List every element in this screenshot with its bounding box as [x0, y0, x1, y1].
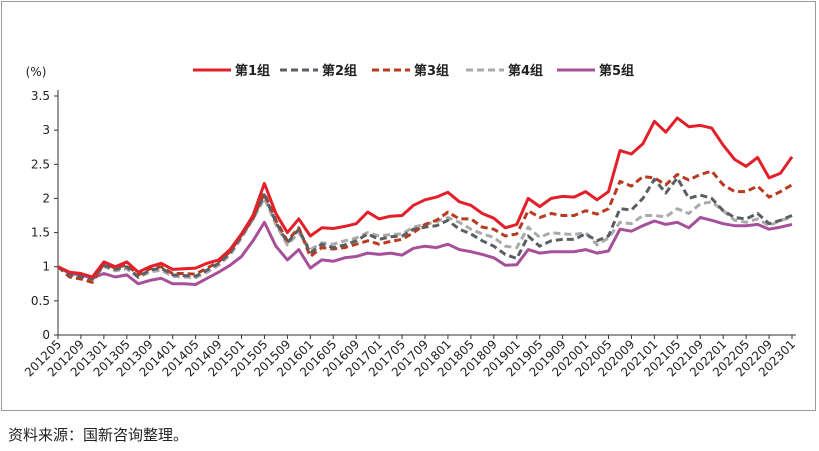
- chart-frame: [1, 1, 816, 411]
- legend-label: 第5组: [599, 63, 634, 79]
- series-line-第2组: [57, 176, 793, 281]
- series-line-第5组: [57, 216, 793, 286]
- legend-label: 第3组: [414, 63, 449, 79]
- source-note: 资料来源：国新咨询整理。: [8, 426, 189, 444]
- legend: 第1组 第2组 第3组 第4组 第5组: [193, 63, 634, 79]
- y-tick-label: 1: [42, 260, 50, 274]
- legend-label: 第2组: [322, 63, 357, 79]
- series-lines: [56, 116, 794, 286]
- y-tick-label: 2: [42, 191, 50, 205]
- y-tick-label: 1.5: [31, 226, 50, 240]
- series-line-第1组: [57, 116, 794, 279]
- y-tick-label: 0.5: [31, 294, 50, 308]
- axes: 00.511.522.533.5201205201209201301201305…: [22, 89, 798, 380]
- y-tick-label: 2.5: [31, 157, 50, 171]
- legend-label: 第4组: [508, 63, 543, 79]
- legend-label: 第1组: [235, 63, 270, 79]
- series-line-第3组: [56, 169, 793, 284]
- y-tick-label: 3: [42, 123, 50, 137]
- y-axis-unit-label: (%): [26, 65, 47, 79]
- y-tick-label: 0: [42, 328, 50, 342]
- y-tick-label: 3.5: [31, 89, 50, 103]
